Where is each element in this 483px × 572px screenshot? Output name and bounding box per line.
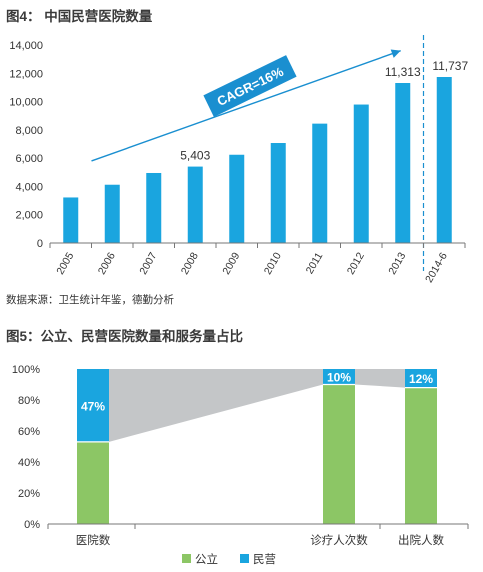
bar-value-label: 11,313 xyxy=(385,65,421,79)
bar-private-3 xyxy=(405,369,437,388)
y-tick-label: 20% xyxy=(18,488,40,500)
share-connector-2 xyxy=(355,369,405,388)
legend-label: 公立 xyxy=(195,552,218,566)
bar-2009 xyxy=(229,154,245,243)
bar-public-1 xyxy=(77,441,109,524)
y-tick-label: 40% xyxy=(18,457,40,469)
legend-label: 民营 xyxy=(253,552,276,566)
bar-2011 xyxy=(312,123,328,243)
cagr-label-box: CAGR=16% xyxy=(203,55,297,117)
legend-swatch xyxy=(182,554,191,563)
x-tick-label: 2005 xyxy=(54,250,76,276)
figure5-title: 图5：公立、民营医院数量和服务量占比 xyxy=(6,329,244,344)
x-tick-label: 2012 xyxy=(345,250,367,276)
bar-2005 xyxy=(63,197,79,243)
bar-public-2 xyxy=(323,384,355,524)
y-tick-label: 2,000 xyxy=(15,210,43,222)
bar-2013 xyxy=(395,83,411,243)
y-tick-label: 60% xyxy=(18,426,40,438)
bar-2012 xyxy=(353,104,369,243)
x-tick-label: 2008 xyxy=(179,250,201,276)
x-tick-label: 2007 xyxy=(137,250,159,276)
y-tick-label: 6,000 xyxy=(15,153,43,165)
bar-2007 xyxy=(146,172,162,243)
bar-private-1 xyxy=(77,369,109,442)
y-tick-label: 8,000 xyxy=(15,125,43,137)
private-share-label: 12% xyxy=(409,372,433,386)
private-share-label: 10% xyxy=(327,370,351,384)
x-tick-label: 2009 xyxy=(220,250,242,276)
cagr-trend-arrow-line xyxy=(91,49,401,162)
y-tick-label: 100% xyxy=(12,364,40,376)
private-share-label: 47% xyxy=(81,399,105,413)
y-tick-label: 12,000 xyxy=(9,68,43,80)
y-tick-label: 0 xyxy=(37,238,43,250)
bar-public-3 xyxy=(405,387,437,524)
bar-2008 xyxy=(187,166,203,243)
x-tick-label: 2011 xyxy=(304,250,326,276)
y-tick-label: 14,000 xyxy=(9,40,43,52)
y-tick-label: 4,000 xyxy=(15,181,43,193)
x-category-label: 医院数 xyxy=(76,533,111,547)
x-tick-label: 2014-6 xyxy=(423,250,450,284)
figure4-title: 图4： 中国民营医院数量 xyxy=(6,9,153,24)
source-note: 数据来源：卫生统计年鉴，德勤分析 xyxy=(6,294,174,306)
hospital-count-bar-chart: 0 2,000 4,000 6,000 8,000 10,000 12,000 14,000 2… xyxy=(9,35,468,285)
x-tick-label: 2013 xyxy=(386,250,408,276)
x-tick-label: 2006 xyxy=(96,250,118,276)
y-tick-label: 80% xyxy=(18,395,40,407)
y-tick-label: 0% xyxy=(24,519,40,531)
x-category-label: 诊疗人次数 xyxy=(310,533,368,547)
bar-2014-6 xyxy=(436,77,452,244)
bar-value-label: 11,737 xyxy=(432,59,468,73)
x-category-label: 出院人数 xyxy=(398,533,444,547)
y-tick-label: 10,000 xyxy=(9,97,43,109)
public-private-share-chart: 0% 20% 40% 60% 80% 100% 47% 医院数 10% 诊疗人次数 12% 出院人数公… xyxy=(12,364,469,566)
bar-2006 xyxy=(104,184,120,243)
bar-2010 xyxy=(270,143,286,243)
bar-private-2 xyxy=(323,369,355,385)
legend-swatch xyxy=(240,554,249,563)
x-tick-label: 2010 xyxy=(262,250,284,276)
cagr-label-bg xyxy=(203,55,297,117)
cagr-trend-arrowhead xyxy=(390,49,401,58)
bar-value-label: 5,403 xyxy=(180,149,210,163)
share-connector-1 xyxy=(109,369,323,442)
